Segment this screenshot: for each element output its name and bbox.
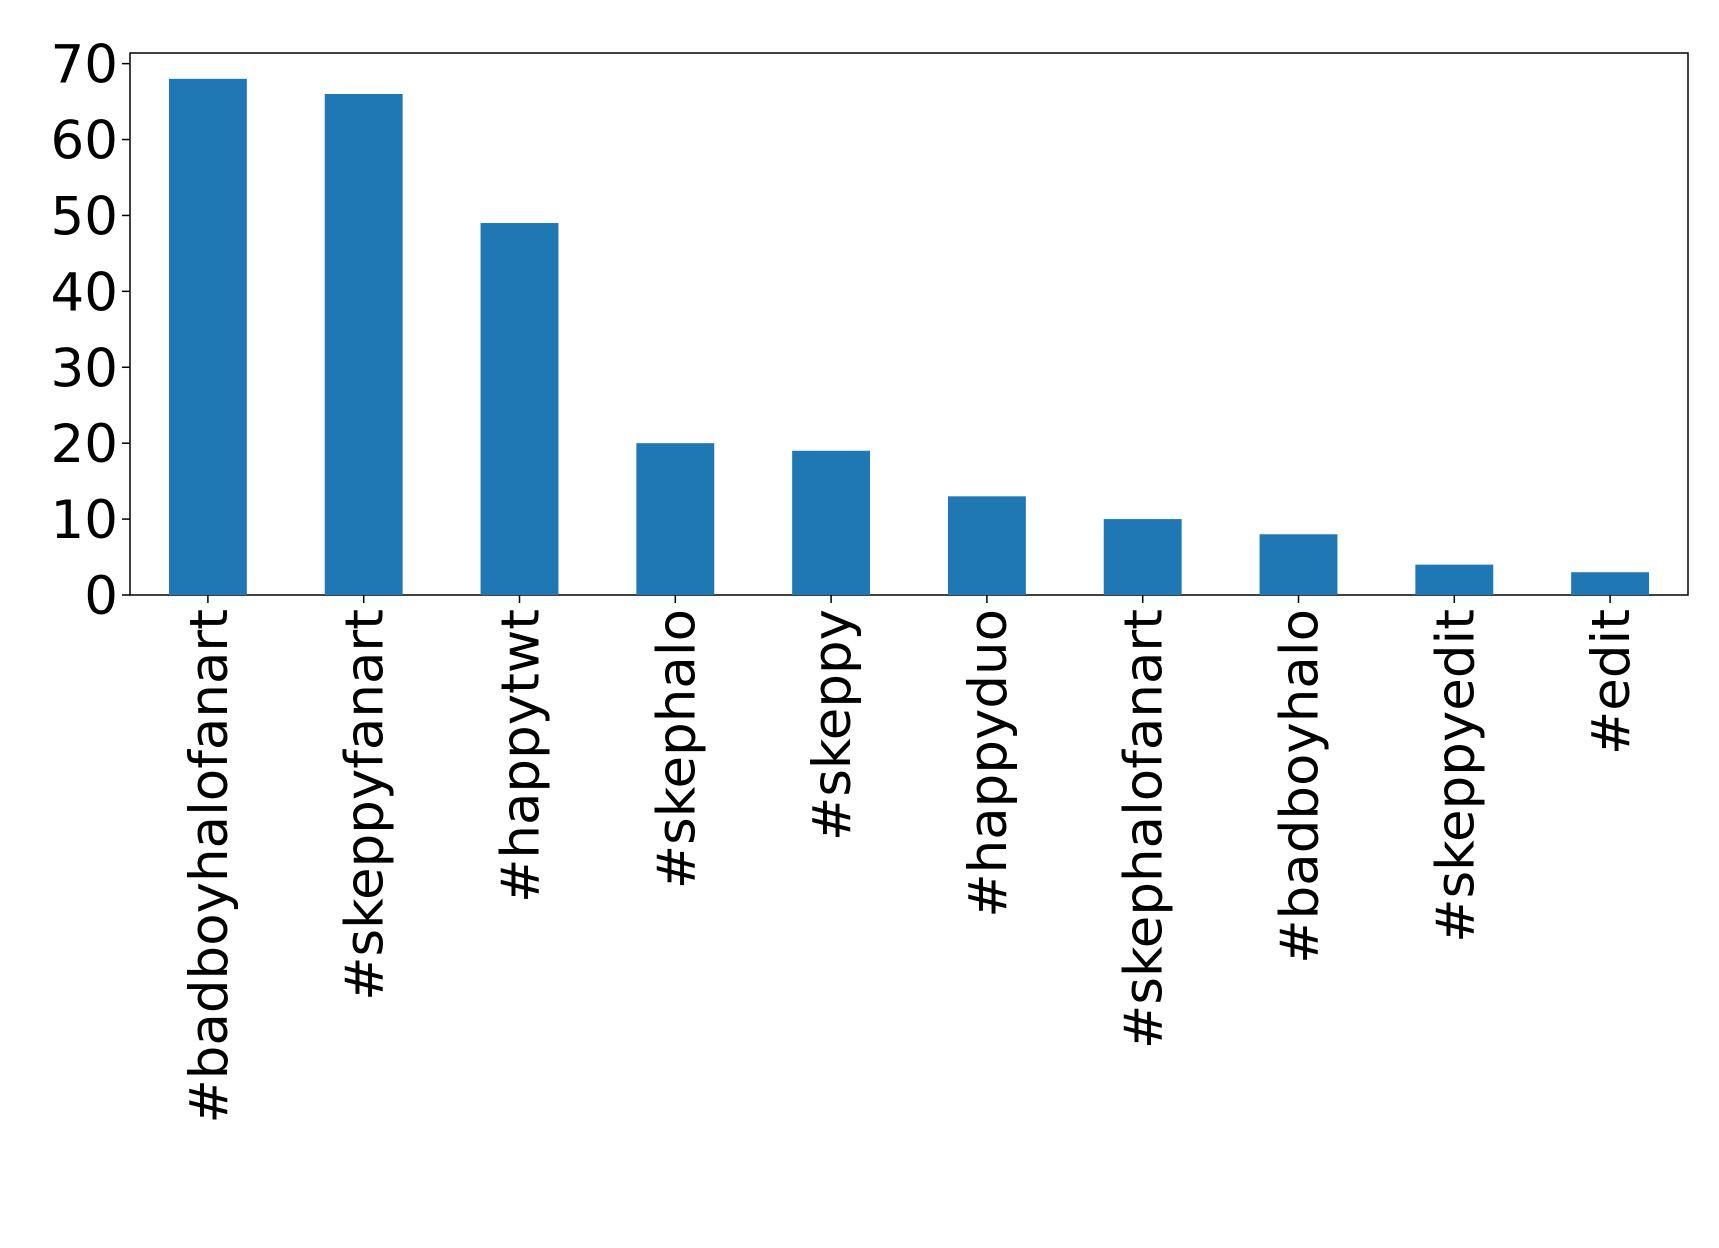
x-tick-label: #skephalo bbox=[646, 609, 707, 889]
bar bbox=[1103, 519, 1182, 595]
axes-frame bbox=[129, 52, 1689, 596]
x-tick-label: #badboyhalofanart bbox=[179, 609, 240, 1124]
y-tick-label: 40 bbox=[51, 262, 118, 323]
y-tick-label: 50 bbox=[51, 186, 118, 247]
x-tick-label: #skeppyedit bbox=[1425, 609, 1486, 943]
x-tick-label: #edit bbox=[1581, 609, 1642, 755]
bar bbox=[636, 443, 715, 595]
bar bbox=[480, 223, 559, 595]
y-tick-label: 10 bbox=[51, 490, 118, 551]
bar bbox=[1259, 534, 1338, 595]
bar bbox=[324, 93, 403, 595]
y-tick-label: 70 bbox=[51, 35, 118, 96]
bar bbox=[792, 450, 871, 595]
bar bbox=[1571, 572, 1650, 595]
x-tick-label: #badboyhalo bbox=[1270, 609, 1331, 964]
x-tick-label: #happytwt bbox=[491, 609, 552, 903]
y-tick-label: 0 bbox=[84, 566, 118, 627]
bar bbox=[168, 78, 247, 596]
x-tick-label: #skeppyfanart bbox=[335, 609, 396, 1001]
y-tick-label: 60 bbox=[51, 111, 118, 172]
x-tick-label: #skephalofanart bbox=[1114, 609, 1175, 1049]
bar bbox=[1415, 564, 1494, 595]
bar bbox=[947, 496, 1026, 595]
x-tick-label: #happyduo bbox=[958, 609, 1019, 918]
y-tick-label: 30 bbox=[51, 338, 118, 399]
x-tick-label: #skeppy bbox=[802, 609, 863, 841]
y-tick-label: 20 bbox=[51, 414, 118, 475]
